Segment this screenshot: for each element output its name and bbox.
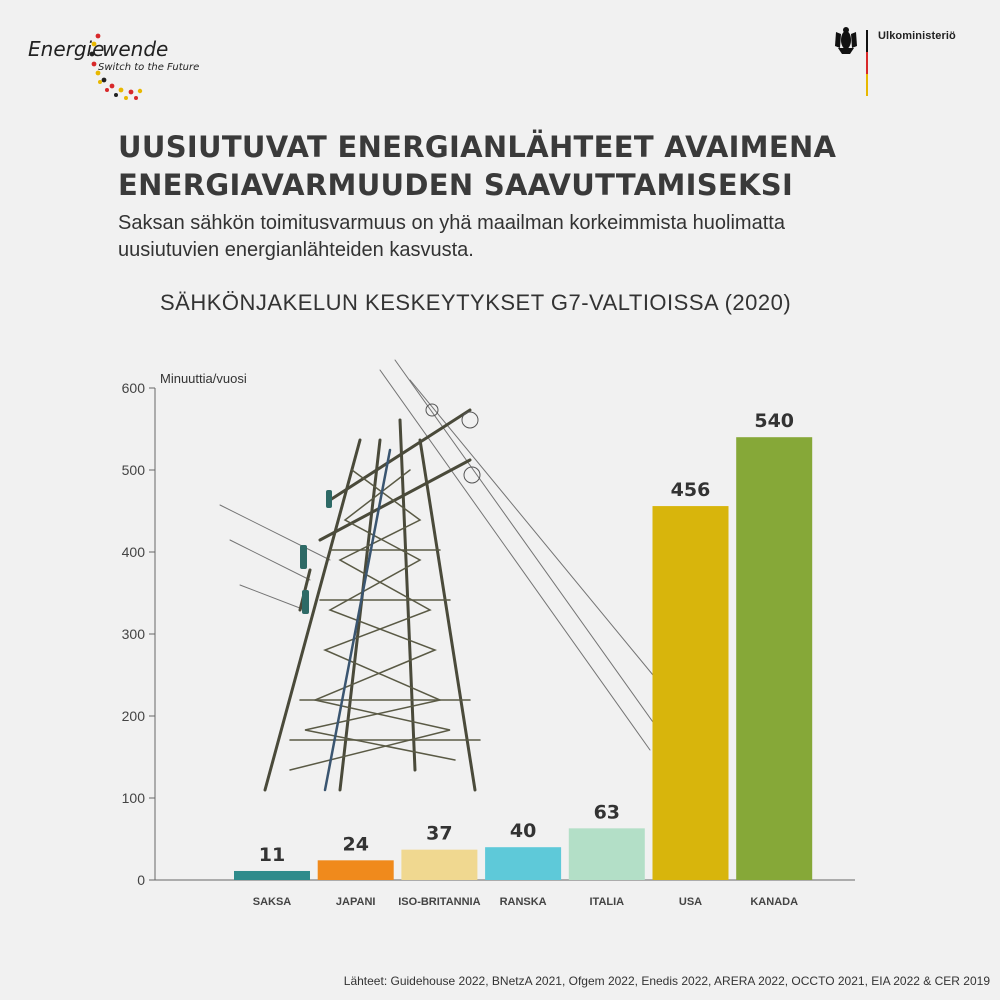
source-note: Lähteet: Guidehouse 2022, BNetzA 2021, O… (343, 974, 990, 988)
chart-title: SÄHKÖNJAKELUN KESKEYTYKSET G7-VALTIOISSA… (160, 290, 792, 315)
bar-iso-britannia (401, 849, 478, 880)
logo-word1: Energie (28, 37, 104, 61)
bar-kanada (736, 437, 813, 880)
y-tick-label: 0 (137, 872, 145, 888)
logo-tagline: Switch to the Future (98, 62, 199, 73)
data-label-iso-britannia: 37 (426, 823, 452, 845)
x-tick-label-japani: JAPANI (336, 896, 376, 908)
y-tick-label: 200 (122, 708, 146, 724)
y-axis-unit-label: Minuuttia/vuosi (160, 371, 247, 386)
page-subtitle: Saksan sähkön toimitusvarmuus on yhä maa… (118, 212, 785, 261)
data-label-usa: 456 (671, 479, 711, 501)
ministry-logo: Ulkoministeriö (832, 26, 972, 100)
data-label-japani: 24 (342, 833, 368, 855)
data-label-saksa: 11 (259, 844, 285, 866)
x-tick-label-iso-britannia: ISO-BRITANNIA (398, 896, 480, 908)
y-tick-label: 400 (122, 544, 146, 560)
x-tick-label-usa: USA (679, 896, 702, 908)
x-tick-label-italia: ITALIA (589, 896, 624, 908)
x-tick-label-saksa: SAKSA (253, 896, 292, 908)
y-tick-label: 500 (122, 462, 146, 478)
bar-usa (652, 506, 729, 880)
data-label-italia: 63 (594, 801, 620, 823)
power-pylon-illustration (219, 359, 691, 792)
bar-italia (568, 828, 645, 880)
bar-saksa (234, 870, 310, 880)
federal-eagle-icon (835, 27, 869, 96)
data-label-ranska: 40 (510, 820, 536, 842)
data-label-kanada: 540 (754, 410, 794, 432)
bar-ranska (485, 847, 562, 880)
x-tick-label-kanada: KANADA (750, 896, 798, 908)
chart-bars (234, 437, 813, 880)
y-tick-label: 600 (122, 380, 146, 396)
bar-japani (317, 860, 394, 880)
energiewende-logo: Energie wende Switch to the Future (28, 33, 199, 100)
y-tick-label: 100 (122, 790, 146, 806)
logo-dots (89, 33, 143, 100)
logo-word2: wende (102, 37, 168, 61)
page-headline: UUSIUTUVAT ENERGIANLÄHTEET AVAIMENA ENER… (118, 130, 837, 202)
ministry-name: Ulkoministeriö (878, 30, 956, 42)
y-tick-label: 300 (122, 626, 146, 642)
x-tick-label-ranska: RANSKA (500, 896, 547, 908)
chart-labels: 11 SAKSA 24 JAPANI 37 ISO-BRITANNIA 40 RANSKA 63… (253, 410, 798, 908)
